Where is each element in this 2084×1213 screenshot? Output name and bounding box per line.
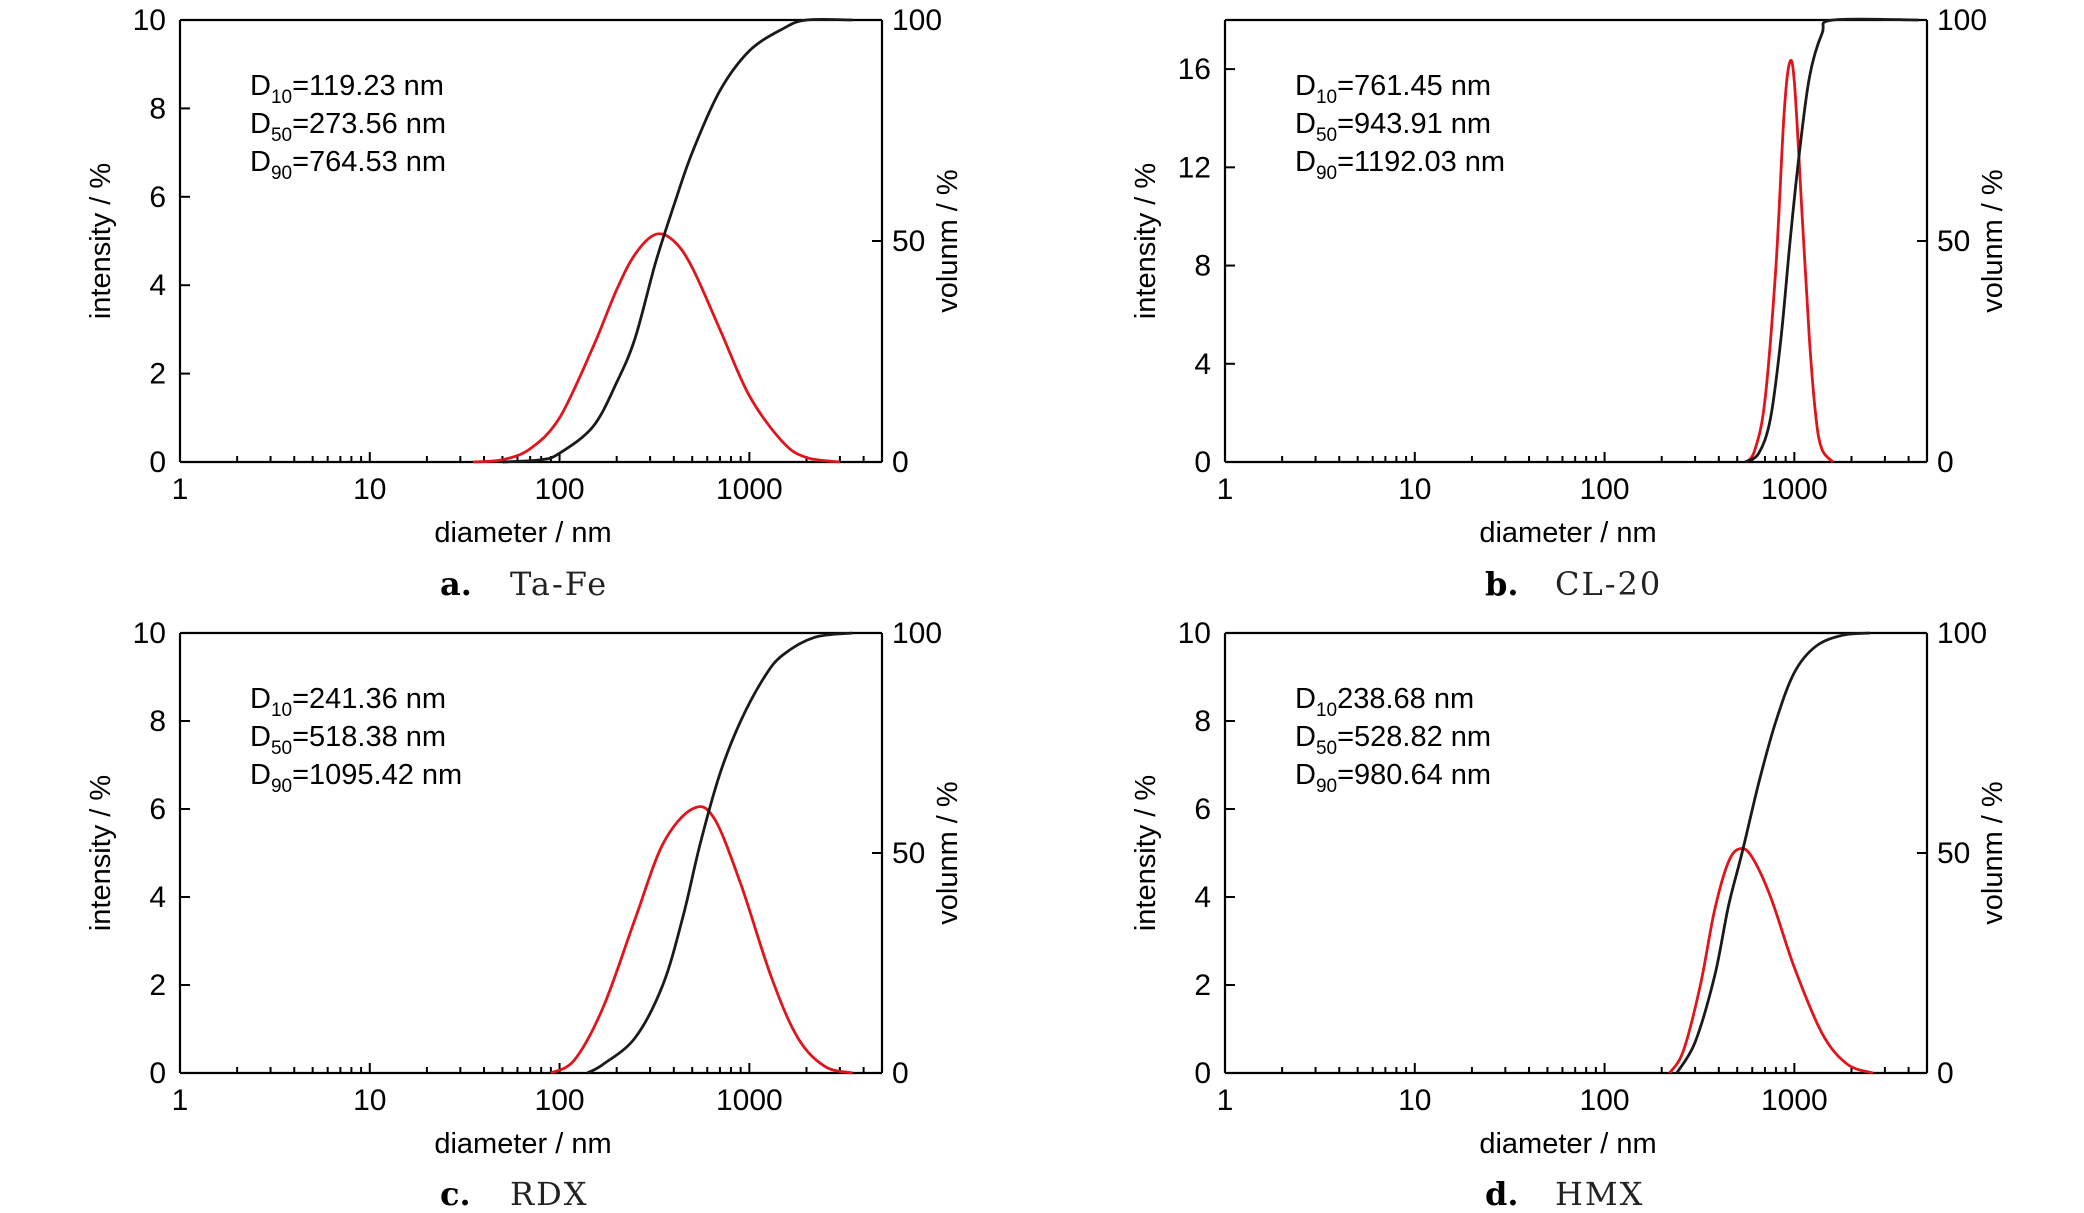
- x-axis-label: diameter / nm: [1479, 1128, 1656, 1160]
- y-left-tick-label: 12: [1178, 151, 1211, 184]
- intensity-curve: [472, 232, 841, 464]
- y-right-tick-label: 100: [1937, 4, 1987, 37]
- caption-letter: b.: [1485, 565, 1519, 603]
- y-left-tick-label: 2: [149, 358, 166, 391]
- x-tick-label: 10: [1398, 473, 1431, 506]
- y-left-tick-label: 0: [149, 1057, 166, 1090]
- caption-label: HMX: [1555, 1175, 1644, 1213]
- intensity-curve: [550, 805, 853, 1075]
- caption-label: RDX: [510, 1175, 589, 1213]
- y-right-tick-label: 0: [1937, 1057, 1954, 1090]
- d50-annotation: D50=528.82 nm: [1295, 721, 1491, 759]
- d50-annotation: D50=943.91 nm: [1295, 108, 1491, 146]
- y-right-tick-label: 0: [1937, 446, 1954, 479]
- y-right-tick-label: 50: [1937, 225, 1970, 258]
- y-left-tick-label: 0: [1194, 446, 1211, 479]
- intensity-curve: [1745, 58, 1835, 464]
- y-left-tick-label: 4: [149, 269, 166, 302]
- y-left-tick-label: 8: [1194, 705, 1211, 738]
- d90-annotation: D90=1192.03 nm: [1295, 146, 1505, 184]
- x-tick-label: 1000: [716, 473, 783, 506]
- x-tick-label: 100: [535, 1084, 585, 1117]
- x-tick-label: 10: [353, 1084, 386, 1117]
- y-left-tick-label: 4: [149, 881, 166, 914]
- y-left-axis-label: intensity / %: [1130, 163, 1162, 319]
- x-tick-label: 100: [1580, 1084, 1630, 1117]
- y-left-tick-label: 4: [1194, 348, 1211, 381]
- caption-label: CL-20: [1555, 565, 1662, 603]
- y-left-tick-label: 8: [149, 705, 166, 738]
- x-tick-label: 1: [1217, 1084, 1234, 1117]
- d90-annotation: D90=980.64 nm: [1295, 759, 1491, 797]
- x-axis-label: diameter / nm: [434, 517, 611, 549]
- intensity-curve: [1668, 847, 1874, 1075]
- caption-label: Ta-Fe: [510, 565, 608, 603]
- volume-cumulative-curve: [502, 17, 853, 464]
- x-tick-label: 100: [535, 473, 585, 506]
- y-right-tick-label: 50: [1937, 837, 1970, 870]
- y-right-axis-label: volunm / %: [932, 781, 964, 924]
- d50-annotation: D50=273.56 nm: [250, 108, 446, 146]
- y-left-axis-label: intensity / %: [1130, 775, 1162, 931]
- y-left-tick-label: 6: [1194, 793, 1211, 826]
- d10-annotation: D10=241.36 nm: [250, 683, 446, 721]
- d90-annotation: D90=1095.42 nm: [250, 759, 462, 797]
- y-left-tick-label: 0: [149, 446, 166, 479]
- caption-letter: d.: [1485, 1175, 1519, 1213]
- y-right-tick-label: 0: [892, 446, 909, 479]
- y-left-tick-label: 10: [133, 617, 166, 650]
- y-right-tick-label: 0: [892, 1057, 909, 1090]
- caption-letter: c.: [440, 1175, 471, 1213]
- volume-cumulative-curve: [1675, 631, 1871, 1074]
- volume-cumulative-curve: [586, 631, 853, 1075]
- y-left-tick-label: 16: [1178, 53, 1211, 86]
- x-axis-label: diameter / nm: [1479, 517, 1656, 549]
- y-right-tick-label: 100: [1937, 617, 1987, 650]
- y-left-tick-label: 6: [149, 793, 166, 826]
- x-axis-label: diameter / nm: [434, 1128, 611, 1160]
- y-left-tick-label: 6: [149, 181, 166, 214]
- y-left-tick-label: 4: [1194, 881, 1211, 914]
- volume-cumulative-curve: [1744, 17, 1919, 464]
- x-tick-label: 10: [1398, 1084, 1431, 1117]
- y-right-axis-label: volunm / %: [1977, 169, 2009, 312]
- y-right-tick-label: 50: [892, 837, 925, 870]
- y-left-axis-label: intensity / %: [85, 163, 117, 319]
- x-tick-label: 1: [172, 1084, 189, 1117]
- d90-annotation: D90=764.53 nm: [250, 146, 446, 184]
- y-left-tick-label: 2: [1194, 969, 1211, 1002]
- x-tick-label: 100: [1580, 473, 1630, 506]
- y-right-tick-label: 100: [892, 617, 942, 650]
- y-left-tick-label: 10: [1178, 617, 1211, 650]
- caption-letter: a.: [440, 565, 472, 603]
- x-tick-label: 10: [353, 473, 386, 506]
- d50-annotation: D50=518.38 nm: [250, 721, 446, 759]
- y-right-tick-label: 50: [892, 225, 925, 258]
- x-tick-label: 1000: [716, 1084, 783, 1117]
- y-left-tick-label: 10: [133, 4, 166, 37]
- y-left-tick-label: 8: [1194, 250, 1211, 283]
- chart-panel-2: 1 10 100 1000 0 4 8 12 16 0 50 100 diameter / nm inte…: [1130, 4, 2009, 603]
- d10-annotation: D10=119.23 nm: [250, 70, 444, 108]
- x-tick-label: 1000: [1761, 1084, 1828, 1117]
- y-left-tick-label: 0: [1194, 1057, 1211, 1090]
- x-tick-label: 1000: [1761, 473, 1828, 506]
- y-left-axis-label: intensity / %: [85, 775, 117, 931]
- y-left-tick-label: 8: [149, 92, 166, 125]
- x-tick-label: 1: [1217, 473, 1234, 506]
- y-right-axis-label: volunm / %: [1977, 781, 2009, 924]
- y-right-tick-label: 100: [892, 4, 942, 37]
- x-tick-label: 1: [172, 473, 189, 506]
- d10-annotation: D10238.68 nm: [1295, 683, 1474, 721]
- d10-annotation: D10=761.45 nm: [1295, 70, 1491, 108]
- y-left-tick-label: 2: [149, 969, 166, 1002]
- y-right-axis-label: volunm / %: [932, 169, 964, 312]
